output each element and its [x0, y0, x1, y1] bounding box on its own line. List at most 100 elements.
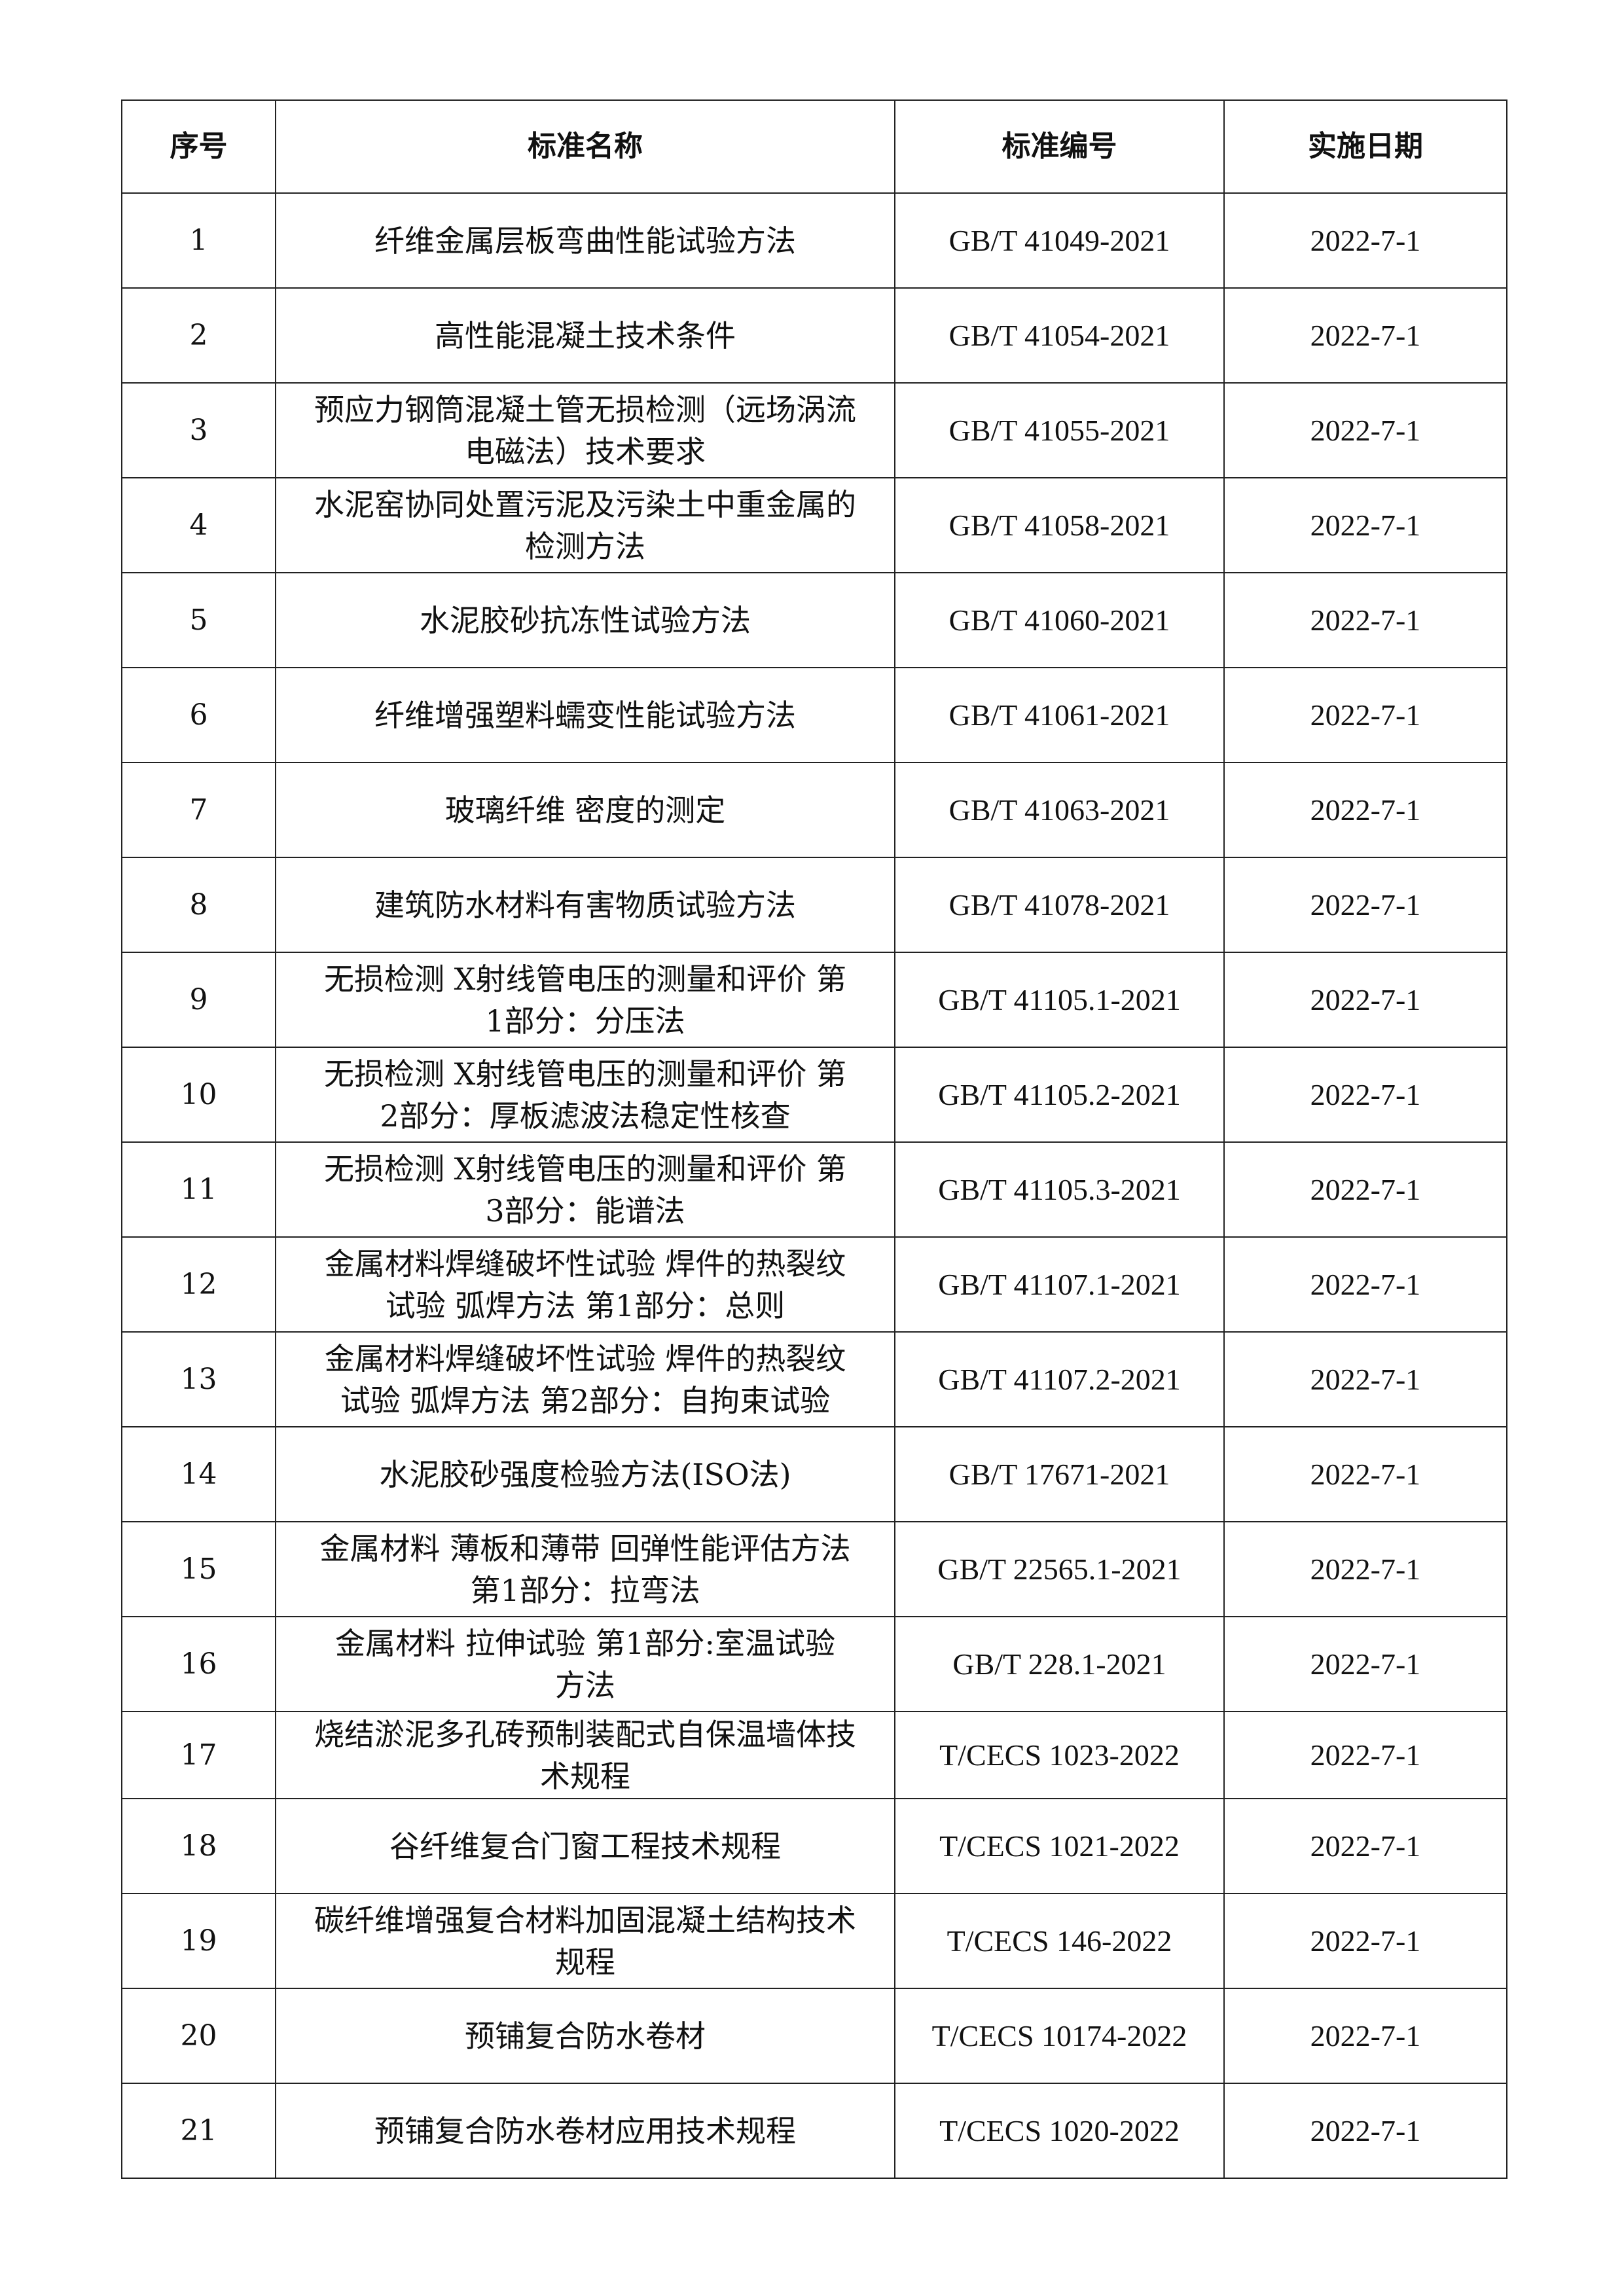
- row-number: 5: [121, 572, 276, 668]
- row-number: 11: [121, 1141, 276, 1238]
- standard-code: GB/T 41049-2021: [894, 192, 1225, 289]
- row-number: 14: [121, 1426, 276, 1522]
- standard-name: 水泥胶砂抗冻性试验方法: [275, 572, 895, 668]
- header-standard-code: 标准编号: [894, 99, 1225, 194]
- table-row: 4 水泥窑协同处置污泥及污染土中重金属的 检测方法 GB/T 41058-2021 2…: [121, 477, 1507, 573]
- effective-date: 2022-7-1: [1223, 952, 1507, 1048]
- row-number: 18: [121, 1798, 276, 1894]
- standard-name: 金属材料焊缝破坏性试验 焊件的热裂纹 试验 弧焊方法 第1部分：总则: [275, 1236, 895, 1333]
- standard-name: 金属材料焊缝破坏性试验 焊件的热裂纹 试验 弧焊方法 第2部分：自拘束试验: [275, 1331, 895, 1427]
- standard-code: GB/T 41105.2-2021: [894, 1047, 1225, 1143]
- row-number: 19: [121, 1893, 276, 1989]
- effective-date: 2022-7-1: [1223, 1141, 1507, 1238]
- row-number: 10: [121, 1047, 276, 1143]
- standard-name: 玻璃纤维 密度的测定: [275, 762, 895, 858]
- standard-name: 预铺复合防水卷材: [275, 1988, 895, 2084]
- row-number: 17: [121, 1711, 276, 1799]
- effective-date: 2022-7-1: [1223, 192, 1507, 289]
- row-number: 6: [121, 667, 276, 763]
- effective-date: 2022-7-1: [1223, 2083, 1507, 2179]
- effective-date: 2022-7-1: [1223, 1521, 1507, 1617]
- standard-name: 金属材料 薄板和薄带 回弹性能评估方法 第1部分：拉弯法: [275, 1521, 895, 1617]
- standard-name: 无损检测 X射线管电压的测量和评价 第 1部分：分压法: [275, 952, 895, 1048]
- table-row: 15 金属材料 薄板和薄带 回弹性能评估方法 第1部分：拉弯法 GB/T 22565…: [121, 1521, 1507, 1617]
- row-number: 8: [121, 857, 276, 953]
- standard-name: 无损检测 X射线管电压的测量和评价 第 2部分：厚板滤波法稳定性核查: [275, 1047, 895, 1143]
- standard-code: GB/T 41107.2-2021: [894, 1331, 1225, 1427]
- standard-name: 纤维增强塑料蠕变性能试验方法: [275, 667, 895, 763]
- standard-code: GB/T 41061-2021: [894, 667, 1225, 763]
- effective-date: 2022-7-1: [1223, 1236, 1507, 1333]
- standard-code: GB/T 17671-2021: [894, 1426, 1225, 1522]
- standard-name: 预应力钢筒混凝土管无损检测（远场涡流 电磁法）技术要求: [275, 382, 895, 478]
- table-row: 13 金属材料焊缝破坏性试验 焊件的热裂纹 试验 弧焊方法 第2部分：自拘束试验 G…: [121, 1331, 1507, 1427]
- standard-code: T/CECS 1020-2022: [894, 2083, 1225, 2179]
- effective-date: 2022-7-1: [1223, 1988, 1507, 2084]
- effective-date: 2022-7-1: [1223, 572, 1507, 668]
- effective-date: 2022-7-1: [1223, 477, 1507, 573]
- effective-date: 2022-7-1: [1223, 667, 1507, 763]
- standard-code: GB/T 41078-2021: [894, 857, 1225, 953]
- standard-code: T/CECS 1023-2022: [894, 1711, 1225, 1799]
- row-number: 12: [121, 1236, 276, 1333]
- standard-code: GB/T 41105.1-2021: [894, 952, 1225, 1048]
- table-row: 10 无损检测 X射线管电压的测量和评价 第 2部分：厚板滤波法稳定性核查 GB/T…: [121, 1047, 1507, 1143]
- effective-date: 2022-7-1: [1223, 762, 1507, 858]
- effective-date: 2022-7-1: [1223, 1331, 1507, 1427]
- standard-name: 水泥窑协同处置污泥及污染土中重金属的 检测方法: [275, 477, 895, 573]
- effective-date: 2022-7-1: [1223, 1616, 1507, 1712]
- standard-name: 烧结淤泥多孔砖预制装配式自保温墙体技 术规程: [275, 1711, 895, 1799]
- table-row: 3 预应力钢筒混凝土管无损检测（远场涡流 电磁法）技术要求 GB/T 41055-2…: [121, 382, 1507, 478]
- row-number: 13: [121, 1331, 276, 1427]
- effective-date: 2022-7-1: [1223, 1798, 1507, 1894]
- standard-code: T/CECS 146-2022: [894, 1893, 1225, 1989]
- row-number: 21: [121, 2083, 276, 2179]
- standard-name: 谷纤维复合门窗工程技术规程: [275, 1798, 895, 1894]
- header-effective-date: 实施日期: [1223, 99, 1507, 194]
- standard-name: 无损检测 X射线管电压的测量和评价 第 3部分：能谱法: [275, 1141, 895, 1238]
- table-row: 12 金属材料焊缝破坏性试验 焊件的热裂纹 试验 弧焊方法 第1部分：总则 GB/T…: [121, 1236, 1507, 1333]
- table-row: 2 高性能混凝土技术条件 GB/T 41054-2021 2022-7-1: [121, 287, 1507, 384]
- standard-code: T/CECS 1021-2022: [894, 1798, 1225, 1894]
- standard-name: 高性能混凝土技术条件: [275, 287, 895, 384]
- table-row: 7 玻璃纤维 密度的测定 GB/T 41063-2021 2022-7-1: [121, 762, 1507, 858]
- table-row: 14 水泥胶砂强度检验方法(ISO法) GB/T 17671-2021 2022-7-…: [121, 1426, 1507, 1522]
- effective-date: 2022-7-1: [1223, 287, 1507, 384]
- standard-code: GB/T 41058-2021: [894, 477, 1225, 573]
- table-row: 16 金属材料 拉伸试验 第1部分:室温试验 方法 GB/T 228.1-2021 2…: [121, 1616, 1507, 1712]
- row-number: 2: [121, 287, 276, 384]
- standard-name: 纤维金属层板弯曲性能试验方法: [275, 192, 895, 289]
- standards-table: 序号 标准名称 标准编号 实施日期 1 纤维金属层板弯曲性能试验方法 GB/T 41…: [121, 99, 1507, 2179]
- standard-code: GB/T 41105.3-2021: [894, 1141, 1225, 1238]
- header-standard-name: 标准名称: [275, 99, 895, 194]
- row-number: 3: [121, 382, 276, 478]
- header-number: 序号: [121, 99, 276, 194]
- row-number: 4: [121, 477, 276, 573]
- standard-code: GB/T 41054-2021: [894, 287, 1225, 384]
- standard-code: GB/T 228.1-2021: [894, 1616, 1225, 1712]
- standard-code: GB/T 41060-2021: [894, 572, 1225, 668]
- standard-name: 建筑防水材料有害物质试验方法: [275, 857, 895, 953]
- effective-date: 2022-7-1: [1223, 857, 1507, 953]
- table-row: 19 碳纤维增强复合材料加固混凝土结构技术 规程 T/CECS 146-2022 20…: [121, 1893, 1507, 1989]
- table-row: 21 预铺复合防水卷材应用技术规程 T/CECS 1020-2022 2022-7-1: [121, 2083, 1507, 2179]
- standard-name: 预铺复合防水卷材应用技术规程: [275, 2083, 895, 2179]
- standard-code: T/CECS 10174-2022: [894, 1988, 1225, 2084]
- effective-date: 2022-7-1: [1223, 1426, 1507, 1522]
- standard-name: 碳纤维增强复合材料加固混凝土结构技术 规程: [275, 1893, 895, 1989]
- row-number: 9: [121, 952, 276, 1048]
- effective-date: 2022-7-1: [1223, 1711, 1507, 1799]
- effective-date: 2022-7-1: [1223, 382, 1507, 478]
- table-row: 5 水泥胶砂抗冻性试验方法 GB/T 41060-2021 2022-7-1: [121, 572, 1507, 668]
- effective-date: 2022-7-1: [1223, 1893, 1507, 1989]
- table-header-row: 序号 标准名称 标准编号 实施日期: [121, 99, 1507, 194]
- row-number: 15: [121, 1521, 276, 1617]
- table-row: 1 纤维金属层板弯曲性能试验方法 GB/T 41049-2021 2022-7-1: [121, 192, 1507, 289]
- standard-code: GB/T 41107.1-2021: [894, 1236, 1225, 1333]
- table-row: 8 建筑防水材料有害物质试验方法 GB/T 41078-2021 2022-7-1: [121, 857, 1507, 953]
- standard-code: GB/T 41055-2021: [894, 382, 1225, 478]
- row-number: 20: [121, 1988, 276, 2084]
- row-number: 16: [121, 1616, 276, 1712]
- table-row: 11 无损检测 X射线管电压的测量和评价 第 3部分：能谱法 GB/T 41105.…: [121, 1141, 1507, 1238]
- standard-code: GB/T 22565.1-2021: [894, 1521, 1225, 1617]
